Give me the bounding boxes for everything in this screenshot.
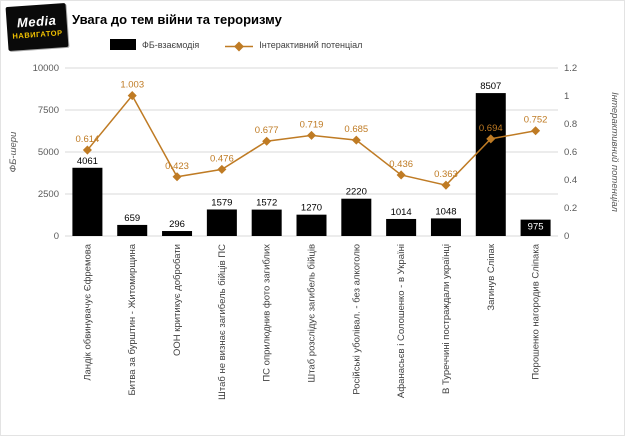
line-value-label: 0.677 bbox=[255, 125, 279, 136]
category-label: Штаб не визнає загибель бійців ПС bbox=[217, 244, 228, 400]
right-axis-tick-label: 0.8 bbox=[564, 119, 577, 130]
line-marker bbox=[306, 130, 317, 140]
bar-value-label: 1270 bbox=[301, 203, 322, 214]
left-axis-tick-label: 10000 bbox=[33, 63, 59, 74]
bar bbox=[341, 198, 372, 236]
bar bbox=[296, 214, 327, 236]
legend-item-bar: ФБ-взаємодія bbox=[110, 39, 199, 50]
bar-value-label: 4061 bbox=[77, 156, 98, 167]
logo-line2: НАВИГАТОР bbox=[12, 28, 63, 41]
bar-value-label: 1014 bbox=[391, 207, 412, 218]
line-value-label: 0.719 bbox=[300, 119, 324, 130]
category-label: Російські уболівал. - без алкоголю bbox=[351, 244, 362, 395]
line-marker bbox=[172, 172, 182, 182]
right-axis-title: Інтерактивний потенціал bbox=[609, 92, 620, 212]
right-axis-tick-label: 0 bbox=[564, 231, 569, 242]
bar bbox=[475, 93, 506, 236]
bar bbox=[251, 209, 282, 236]
line-value-label: 1.003 bbox=[120, 80, 144, 91]
right-axis-tick-label: 0.2 bbox=[564, 203, 577, 214]
chart-legend: ФБ-взаємодія Інтерактивний потенціал bbox=[110, 39, 363, 52]
chart-svg: 0 2500 5000 7500 10000 0 0.2 0.4 0.6 0.8 1 1.2 4061 6… bbox=[8, 63, 620, 400]
right-axis-tick-label: 1.2 bbox=[564, 63, 577, 74]
line-series bbox=[86, 94, 536, 187]
media-navigator-logo: Media НАВИГАТОР bbox=[5, 2, 69, 52]
bar-value-label: 1048 bbox=[435, 206, 456, 217]
left-axis-tick-label: 2500 bbox=[38, 189, 59, 200]
bar bbox=[72, 167, 103, 236]
legend-item-line: Інтерактивний потенціал bbox=[225, 39, 363, 52]
bar-series-swatch bbox=[110, 39, 136, 50]
bar-value-label: 1572 bbox=[256, 198, 277, 209]
bar bbox=[162, 231, 193, 236]
category-label: ПС оприлюднив фото загиблих bbox=[262, 244, 273, 382]
line-series-swatch bbox=[225, 39, 254, 52]
line-value-label: 0.476 bbox=[210, 153, 234, 164]
bar bbox=[206, 209, 237, 236]
bar bbox=[117, 224, 148, 236]
chart-title: Увага до тем війни та тероризму bbox=[72, 12, 282, 27]
line-value-label: 0.685 bbox=[344, 124, 368, 135]
bar-value-label: 1579 bbox=[211, 197, 232, 208]
bar-value-label: 659 bbox=[124, 213, 140, 224]
line-value-label: 0.436 bbox=[389, 159, 413, 170]
line-value-label: 0.423 bbox=[165, 161, 189, 172]
line-marker bbox=[531, 126, 541, 136]
category-label: Порошенко нагородив Сліпака bbox=[531, 243, 542, 379]
category-label: В Туреччині постраждали українці bbox=[441, 244, 452, 394]
line-value-label: 0.363 bbox=[434, 169, 458, 180]
right-axis-tick-label: 1 bbox=[564, 91, 569, 102]
line-marker bbox=[217, 164, 227, 174]
legend-label-line: Інтерактивний потенціал bbox=[259, 39, 363, 50]
category-label: Загинув Сліпак bbox=[486, 243, 497, 310]
line-value-label: 0.694 bbox=[479, 123, 503, 134]
bar-value-label: 296 bbox=[169, 219, 185, 230]
bar bbox=[520, 219, 551, 236]
right-axis-tick-label: 0.4 bbox=[564, 175, 577, 186]
left-axis-tick-label: 7500 bbox=[38, 105, 59, 116]
line-value-label: 0.614 bbox=[76, 134, 100, 145]
category-label: Афанасьєв і Солошенко - в Україні bbox=[396, 244, 407, 398]
category-label: Штаб розслідує загибель бійців bbox=[307, 244, 318, 383]
line-value-label: 0.752 bbox=[524, 115, 548, 126]
category-label: ООН критикує добробати bbox=[172, 244, 183, 356]
bar-value-label: 2220 bbox=[346, 187, 367, 198]
line-marker bbox=[441, 180, 451, 190]
category-label: Битва за бурштин - Житомирщина bbox=[127, 243, 138, 395]
left-axis-title: ФБ-шери bbox=[8, 131, 19, 172]
line-marker bbox=[262, 136, 272, 146]
category-label: Ландік обвинувачує Єфремова bbox=[82, 243, 93, 380]
left-axis-tick-label: 0 bbox=[54, 231, 59, 242]
legend-label-bar: ФБ-взаємодія bbox=[142, 39, 200, 50]
left-axis-tick-label: 5000 bbox=[38, 147, 59, 158]
bar-value-label: 8507 bbox=[480, 81, 501, 92]
bar bbox=[430, 218, 461, 236]
logo-line1: Media bbox=[16, 12, 57, 31]
bar bbox=[386, 218, 417, 236]
bar-value-label: 975 bbox=[528, 222, 544, 233]
right-axis-tick-label: 0.6 bbox=[564, 147, 577, 158]
chart-area: 0 2500 5000 7500 10000 0 0.2 0.4 0.6 0.8 1 1.2 4061 6… bbox=[0, 58, 625, 436]
